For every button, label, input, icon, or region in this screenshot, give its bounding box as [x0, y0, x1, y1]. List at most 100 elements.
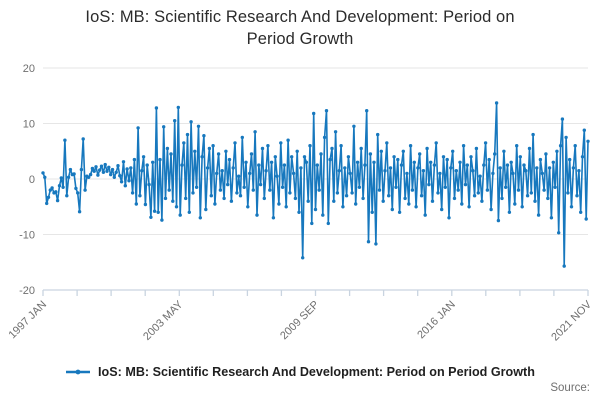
data-point-marker[interactable] [328, 157, 332, 162]
data-point-marker[interactable] [220, 169, 224, 173]
data-point-marker[interactable] [365, 109, 369, 113]
data-point-marker[interactable] [476, 191, 480, 195]
data-point-marker[interactable] [579, 210, 583, 214]
data-point-marker[interactable] [291, 171, 296, 176]
data-point-marker[interactable] [582, 128, 586, 132]
data-point-marker[interactable] [361, 196, 365, 201]
data-point-marker[interactable] [65, 194, 69, 198]
data-point-marker[interactable] [496, 218, 501, 223]
legend-item[interactable]: IoS: MB: Scientific Research And Develop… [0, 362, 600, 382]
data-point-marker[interactable] [443, 185, 447, 189]
data-point-marker[interactable] [494, 101, 499, 105]
data-point-marker[interactable] [180, 163, 184, 167]
data-point-marker[interactable] [87, 175, 91, 179]
data-point-marker[interactable] [520, 205, 524, 209]
data-point-marker[interactable] [98, 168, 102, 172]
data-point-marker[interactable] [156, 210, 160, 214]
data-point-marker[interactable] [280, 185, 285, 189]
data-point-marker[interactable] [178, 213, 182, 217]
data-point-marker[interactable] [167, 188, 171, 192]
data-point-marker[interactable] [376, 132, 380, 137]
data-point-marker[interactable] [198, 216, 202, 220]
data-point-marker[interactable] [118, 174, 122, 178]
data-point-marker[interactable] [562, 264, 566, 268]
data-point-marker[interactable] [240, 135, 244, 140]
data-point-marker[interactable] [182, 141, 186, 145]
data-point-marker[interactable] [315, 163, 319, 167]
data-point-marker[interactable] [502, 149, 506, 153]
data-point-marker[interactable] [516, 188, 521, 192]
data-point-marker[interactable] [456, 188, 460, 192]
data-point-marker[interactable] [504, 185, 508, 189]
data-point-marker[interactable] [74, 186, 78, 191]
data-point-marker[interactable] [454, 169, 458, 173]
data-point-marker[interactable] [536, 213, 541, 217]
data-point-marker[interactable] [55, 198, 60, 203]
data-point-marker[interactable] [262, 196, 266, 201]
data-point-marker[interactable] [553, 185, 557, 189]
data-point-marker[interactable] [379, 149, 383, 153]
data-point-marker[interactable] [154, 106, 159, 110]
data-point-marker[interactable] [121, 160, 126, 164]
data-point-marker[interactable] [229, 199, 234, 203]
data-point-marker[interactable] [368, 152, 373, 156]
data-point-marker[interactable] [218, 188, 223, 192]
data-point-marker[interactable] [472, 194, 477, 198]
data-point-marker[interactable] [273, 155, 277, 159]
data-point-marker[interactable] [474, 146, 479, 151]
data-point-marker[interactable] [260, 146, 265, 151]
data-point-marker[interactable] [205, 166, 210, 170]
data-point-marker[interactable] [313, 207, 318, 212]
data-point-marker[interactable] [505, 163, 510, 167]
data-point-marker[interactable] [116, 164, 120, 168]
data-point-marker[interactable] [383, 169, 387, 173]
data-point-marker[interactable] [467, 205, 471, 209]
data-point-marker[interactable] [498, 166, 502, 170]
data-point-marker[interactable] [196, 124, 201, 128]
data-point-marker[interactable] [145, 163, 149, 167]
data-point-marker[interactable] [407, 202, 411, 206]
data-point-marker[interactable] [99, 164, 104, 168]
data-point-marker[interactable] [434, 141, 438, 145]
data-point-marker[interactable] [125, 167, 129, 171]
data-point-marker[interactable] [66, 175, 71, 179]
data-point-marker[interactable] [209, 194, 213, 198]
data-point-marker[interactable] [513, 202, 517, 206]
data-point-marker[interactable] [189, 120, 193, 124]
data-point-marker[interactable] [348, 171, 352, 176]
data-point-marker[interactable] [483, 141, 488, 145]
data-point-marker[interactable] [538, 157, 543, 162]
data-point-marker[interactable] [92, 169, 96, 173]
data-point-marker[interactable] [487, 157, 491, 162]
data-point-marker[interactable] [290, 155, 294, 159]
data-point-marker[interactable] [185, 132, 190, 137]
data-point-marker[interactable] [43, 175, 47, 179]
data-point-marker[interactable] [107, 165, 111, 169]
data-point-marker[interactable] [286, 138, 290, 142]
data-point-marker[interactable] [410, 188, 415, 192]
data-point-marker[interactable] [390, 207, 394, 212]
data-point-marker[interactable] [211, 144, 215, 148]
data-point-marker[interactable] [397, 210, 402, 214]
data-point-marker[interactable] [68, 167, 73, 172]
data-point-marker[interactable] [299, 166, 303, 170]
data-point-marker[interactable] [141, 155, 146, 159]
data-point-marker[interactable] [322, 135, 327, 140]
data-point-marker[interactable] [136, 126, 140, 130]
data-point-marker[interactable] [332, 199, 336, 203]
data-point-marker[interactable] [187, 210, 191, 214]
data-point-marker[interactable] [414, 205, 418, 209]
data-point-marker[interactable] [237, 174, 241, 178]
data-point-marker[interactable] [202, 134, 206, 138]
data-point-marker[interactable] [405, 171, 409, 176]
data-point-marker[interactable] [101, 170, 106, 174]
data-point-marker[interactable] [88, 172, 93, 177]
data-point-marker[interactable] [282, 163, 287, 167]
data-point-marker[interactable] [399, 163, 404, 167]
data-point-marker[interactable] [564, 135, 568, 140]
data-point-marker[interactable] [568, 157, 572, 162]
data-point-marker[interactable] [284, 205, 288, 209]
data-point-marker[interactable] [580, 155, 585, 159]
data-point-marker[interactable] [162, 125, 166, 129]
data-point-marker[interactable] [242, 185, 246, 189]
